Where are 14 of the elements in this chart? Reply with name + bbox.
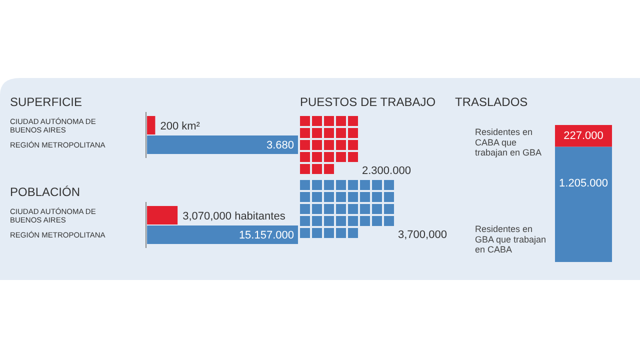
text: POBLACIÓN — [10, 185, 80, 199]
series-label: Residentes en CABA que trabajan en GBA — [475, 127, 542, 158]
data-label: 1.205.000 — [559, 178, 608, 190]
chart-title: TRASLADOS — [455, 95, 528, 109]
data-label: 200 km² — [160, 120, 200, 132]
annotation: 3.680 — [266, 140, 294, 152]
series-label: Residentes en GBA que trabajan en CABA — [475, 224, 546, 255]
data-label: 3,700,000 — [398, 229, 447, 241]
data-label: 3,070,000 habitantes — [182, 210, 286, 222]
text: SUPERFICIE — [10, 95, 82, 109]
data-label: 15.157.000 — [238, 230, 294, 242]
data-label: 2.300.000 — [362, 165, 411, 177]
text: PUESTOS DE TRABAJO — [300, 95, 436, 109]
annotation: 227.000 — [564, 130, 604, 142]
